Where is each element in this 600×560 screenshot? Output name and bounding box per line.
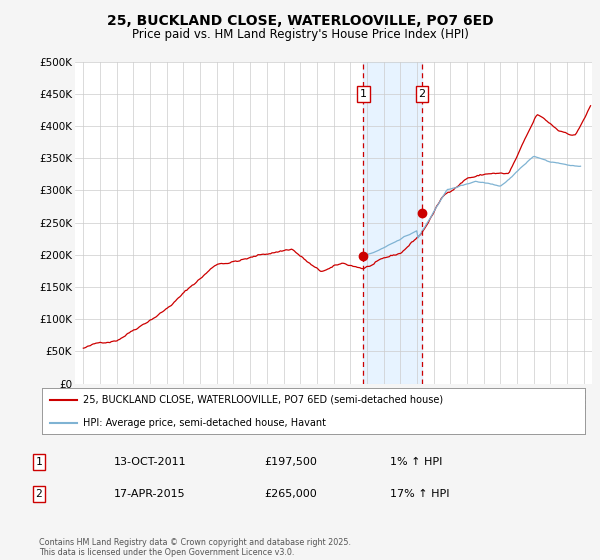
Text: 25, BUCKLAND CLOSE, WATERLOOVILLE, PO7 6ED (semi-detached house): 25, BUCKLAND CLOSE, WATERLOOVILLE, PO7 6… (83, 395, 443, 404)
Text: 13-OCT-2011: 13-OCT-2011 (114, 457, 187, 467)
Text: Price paid vs. HM Land Registry's House Price Index (HPI): Price paid vs. HM Land Registry's House … (131, 28, 469, 41)
Text: 1% ↑ HPI: 1% ↑ HPI (390, 457, 442, 467)
Text: 25, BUCKLAND CLOSE, WATERLOOVILLE, PO7 6ED: 25, BUCKLAND CLOSE, WATERLOOVILLE, PO7 6… (107, 14, 493, 28)
Text: 1: 1 (35, 457, 43, 467)
Text: 17% ↑ HPI: 17% ↑ HPI (390, 489, 449, 499)
Bar (364, 62, 422, 384)
Text: 2: 2 (35, 489, 43, 499)
Text: 1: 1 (360, 89, 367, 99)
Text: 17-APR-2015: 17-APR-2015 (114, 489, 185, 499)
Text: £197,500: £197,500 (264, 457, 317, 467)
Text: 2: 2 (418, 89, 425, 99)
Text: Contains HM Land Registry data © Crown copyright and database right 2025.
This d: Contains HM Land Registry data © Crown c… (39, 538, 351, 557)
Text: £265,000: £265,000 (264, 489, 317, 499)
Text: HPI: Average price, semi-detached house, Havant: HPI: Average price, semi-detached house,… (83, 418, 326, 427)
